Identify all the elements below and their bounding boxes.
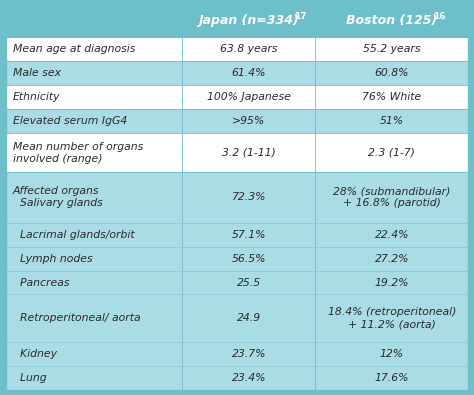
Text: 12%: 12% [380,349,404,359]
Bar [6,85,468,109]
Text: 16: 16 [433,12,446,21]
Bar [6,271,468,295]
Text: Lymph nodes: Lymph nodes [13,254,92,263]
Text: 22.4%: 22.4% [374,229,409,240]
Text: Boston (125): Boston (125) [346,14,438,27]
Text: Lung: Lung [13,373,46,383]
Text: 17: 17 [294,12,307,21]
Text: Male sex: Male sex [13,68,61,78]
Text: 55.2 years: 55.2 years [363,44,420,54]
Text: 60.8%: 60.8% [374,68,409,78]
Bar [6,61,468,85]
Text: 100% Japanese: 100% Japanese [207,92,291,102]
Text: Pancreas: Pancreas [13,278,69,288]
Text: Ethnicity: Ethnicity [13,92,60,102]
Bar [6,172,468,223]
Text: 61.4%: 61.4% [232,68,266,78]
Text: 56.5%: 56.5% [232,254,266,263]
Text: 51%: 51% [380,116,404,126]
Bar [6,5,468,37]
Text: 23.7%: 23.7% [232,349,266,359]
Text: 28% (submandibular)
+ 16.8% (parotid): 28% (submandibular) + 16.8% (parotid) [333,186,450,209]
Bar [6,37,468,61]
Text: >95%: >95% [232,116,265,126]
Text: 17.6%: 17.6% [374,373,409,383]
Text: 57.1%: 57.1% [232,229,266,240]
Text: Elevated serum IgG4: Elevated serum IgG4 [13,116,127,126]
Text: 18.4% (retroperitoneal)
+ 11.2% (aorta): 18.4% (retroperitoneal) + 11.2% (aorta) [328,307,456,329]
Text: Retroperitoneal/ aorta: Retroperitoneal/ aorta [13,313,140,324]
Text: 3.2 (1-11): 3.2 (1-11) [222,148,276,158]
Text: Japan (n=334): Japan (n=334) [199,14,299,27]
Text: 2.3 (1-7): 2.3 (1-7) [368,148,415,158]
Text: Mean age at diagnosis: Mean age at diagnosis [13,44,135,54]
Text: Mean number of organs
involved (range): Mean number of organs involved (range) [13,141,143,164]
Text: 76% White: 76% White [362,92,421,102]
Bar [6,133,468,172]
Bar [6,366,468,390]
Text: Lacrimal glands/orbit: Lacrimal glands/orbit [13,229,135,240]
Text: Affected organs
  Salivary glands: Affected organs Salivary glands [13,186,102,209]
Text: 19.2%: 19.2% [374,278,409,288]
Bar [6,109,468,133]
Bar [6,246,468,271]
Text: 72.3%: 72.3% [232,192,266,203]
Bar [6,295,468,342]
Text: 27.2%: 27.2% [374,254,409,263]
Bar [6,342,468,366]
Text: 24.9: 24.9 [237,313,261,324]
Text: 23.4%: 23.4% [232,373,266,383]
Text: 63.8 years: 63.8 years [220,44,278,54]
Text: 25.5: 25.5 [237,278,261,288]
Text: Kidney: Kidney [13,349,57,359]
Bar [6,223,468,246]
